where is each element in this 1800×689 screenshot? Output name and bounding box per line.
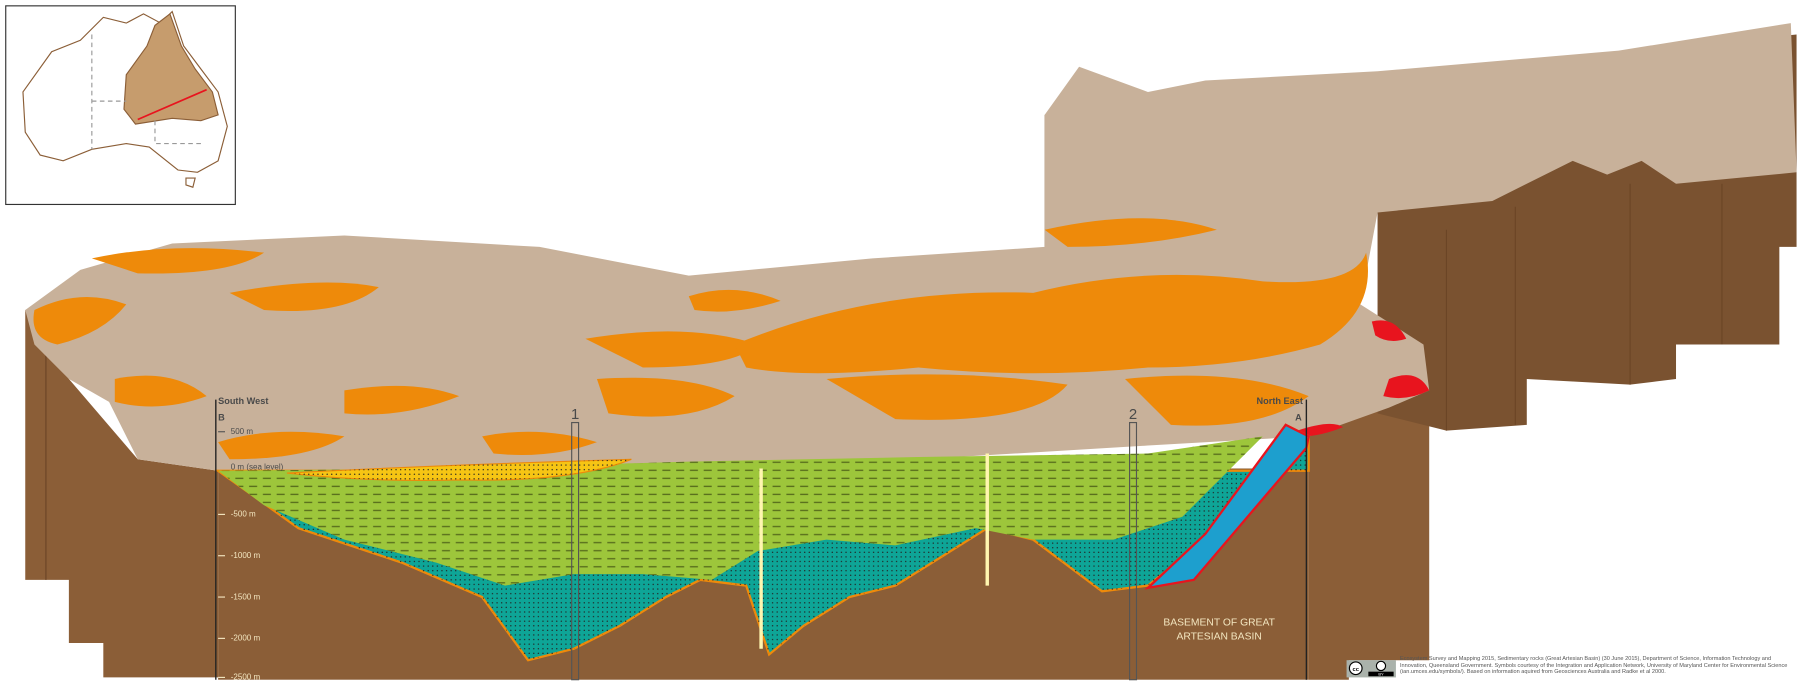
- section-line: [137, 88, 207, 121]
- svg-text:cc: cc: [1353, 667, 1360, 673]
- red-outcrops: [1297, 320, 1430, 437]
- svg-text:-2000 m: -2000 m: [231, 634, 261, 643]
- north-east-label: North East: [1257, 396, 1303, 406]
- svg-text:-1000 m: -1000 m: [231, 551, 261, 560]
- svg-text:BASEMENT OF GREAT: BASEMENT OF GREAT: [1163, 618, 1275, 629]
- svg-text:1: 1: [571, 406, 579, 423]
- svg-text:-2500 m: -2500 m: [231, 673, 261, 682]
- inset-map: [5, 5, 236, 206]
- svg-text:500 m: 500 m: [231, 427, 254, 436]
- svg-text:BY: BY: [1378, 672, 1384, 677]
- svg-text:2: 2: [1129, 406, 1137, 423]
- well-2: 2: [1129, 406, 1137, 681]
- south-west-label: South West: [218, 396, 268, 406]
- depth-axis: South West B North East A 500 m 0 m (sea…: [215, 396, 1308, 682]
- svg-text:-1500 m: -1500 m: [231, 592, 261, 601]
- marker-a: A: [1295, 412, 1302, 422]
- svg-text:ARTESIAN BASIN: ARTESIAN BASIN: [1176, 632, 1261, 643]
- svg-text:0 m (sea level): 0 m (sea level): [231, 463, 284, 472]
- basement-label: BASEMENT OF GREAT ARTESIAN BASIN: [1163, 618, 1275, 643]
- blue-layer: [1144, 423, 1310, 590]
- marker-b: B: [218, 412, 225, 422]
- gab-region: [123, 12, 219, 125]
- well-1: 1: [571, 406, 579, 681]
- cross-section: [214, 423, 1310, 662]
- land-surface: [25, 23, 1797, 471]
- svg-text:-500 m: -500 m: [231, 510, 256, 519]
- credit-text: Ecosystem Survey and Mapping 2015, Sedim…: [1400, 656, 1788, 675]
- cc-by-license-badge[interactable]: cc BY: [1346, 660, 1396, 678]
- outcrop-patches: [33, 218, 1368, 460]
